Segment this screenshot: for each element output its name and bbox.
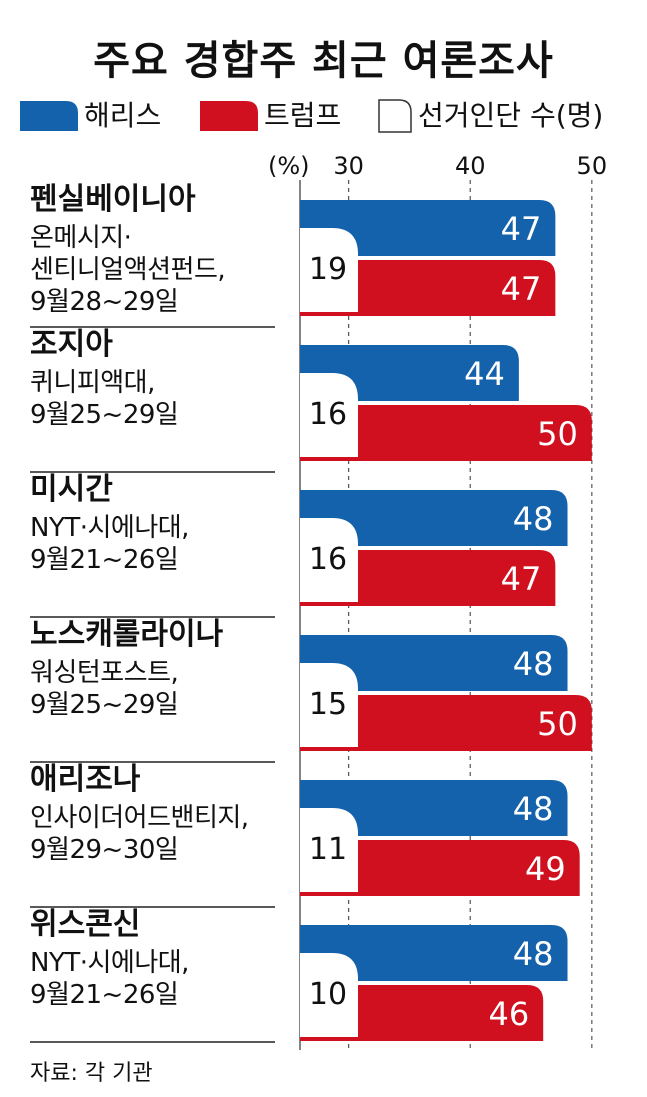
trump-bar bbox=[300, 550, 556, 606]
poll-source-line2: 센티니얼액션펀드, bbox=[30, 255, 226, 285]
legend-harris-label: 해리스 bbox=[84, 99, 162, 132]
electoral-votes-badge bbox=[300, 518, 358, 602]
trump-bar bbox=[300, 840, 580, 896]
state-name: 미시간 bbox=[30, 472, 113, 507]
trump-bar-value: 50 bbox=[537, 415, 578, 453]
electoral-votes-value: 16 bbox=[308, 542, 348, 577]
axis-unit-label: (%) bbox=[268, 152, 310, 180]
electoral-votes-value: 11 bbox=[308, 832, 348, 867]
trump-bar bbox=[300, 405, 592, 461]
electoral-votes-value: 10 bbox=[308, 977, 348, 1012]
legend-undecided-swatch bbox=[378, 99, 412, 133]
tick-label-30: 30 bbox=[333, 152, 364, 180]
chart-title: 주요 경합주 최근 여론조사 bbox=[93, 38, 554, 84]
electoral-votes-badge bbox=[300, 808, 358, 892]
legend-harris-swatch bbox=[20, 101, 78, 131]
electoral-votes-badge bbox=[300, 663, 358, 747]
state-name: 노스캐롤라이나 bbox=[30, 617, 224, 652]
harris-bar-value: 48 bbox=[513, 500, 554, 538]
trump-bar-value: 47 bbox=[501, 560, 542, 598]
harris-bar-value: 48 bbox=[513, 935, 554, 973]
state-name: 펜실베이니아 bbox=[30, 182, 196, 217]
trump-bar-value: 46 bbox=[488, 995, 529, 1033]
harris-bar-value: 48 bbox=[513, 790, 554, 828]
harris-bar bbox=[300, 780, 568, 836]
poll-date: 9월21~26일 bbox=[30, 980, 179, 1010]
electoral-votes-value: 19 bbox=[308, 252, 348, 287]
trump-bar-value: 47 bbox=[501, 270, 542, 308]
state-name: 조지아 bbox=[30, 327, 113, 362]
harris-bar-value: 48 bbox=[513, 645, 554, 683]
poll-source: 인사이더어드밴티지, bbox=[30, 803, 249, 833]
legend-trump-swatch bbox=[200, 101, 258, 131]
legend-undecided-label: 선거인단 수(명) bbox=[418, 99, 604, 132]
poll-date: 9월29~30일 bbox=[30, 835, 179, 865]
harris-bar bbox=[300, 635, 568, 691]
poll-date: 9월25~29일 bbox=[30, 400, 179, 430]
harris-bar-value: 47 bbox=[501, 210, 542, 248]
trump-bar bbox=[300, 985, 544, 1041]
poll-source: 워싱턴포스트, bbox=[30, 658, 179, 688]
poll-date: 9월21~26일 bbox=[30, 545, 179, 575]
trump-bar bbox=[300, 695, 592, 751]
electoral-votes-value: 15 bbox=[308, 687, 348, 722]
electoral-votes-badge bbox=[300, 953, 358, 1037]
electoral-votes-badge bbox=[300, 228, 358, 312]
poll-source: 온메시지· bbox=[30, 223, 132, 253]
legend-trump-label: 트럼프 bbox=[264, 99, 342, 132]
poll-source: NYT·시에나대, bbox=[30, 513, 189, 543]
trump-bar-value: 50 bbox=[537, 705, 578, 743]
poll-date: 9월28~29일 bbox=[30, 287, 179, 317]
trump-bar-value: 49 bbox=[525, 850, 566, 888]
state-name: 위스콘신 bbox=[30, 907, 141, 942]
source-note: 자료: 각 기관 bbox=[30, 1061, 153, 1086]
tick-label-50: 50 bbox=[576, 152, 608, 180]
harris-bar bbox=[300, 925, 568, 981]
poll-source: 퀴니피액대, bbox=[30, 368, 155, 398]
poll-date: 9월25~29일 bbox=[30, 690, 179, 720]
trump-bar bbox=[300, 260, 556, 316]
harris-bar bbox=[300, 490, 568, 546]
electoral-votes-badge bbox=[300, 373, 358, 457]
electoral-votes-value: 16 bbox=[308, 397, 348, 432]
harris-bar-value: 44 bbox=[464, 355, 505, 393]
state-name: 애리조나 bbox=[30, 762, 141, 797]
poll-source: NYT·시에나대, bbox=[30, 948, 189, 978]
tick-label-40: 40 bbox=[454, 152, 486, 180]
harris-bar bbox=[300, 200, 556, 256]
